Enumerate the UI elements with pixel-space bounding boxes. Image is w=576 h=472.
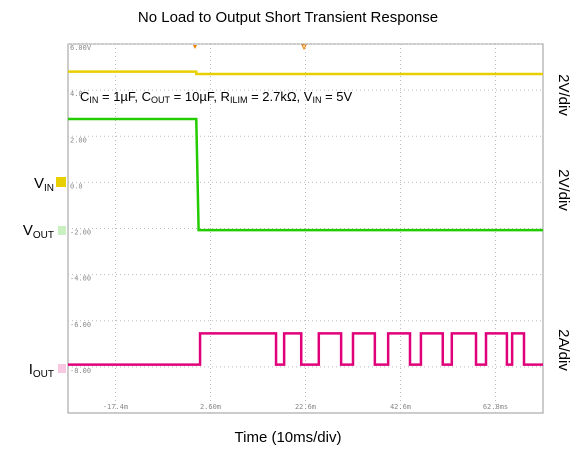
scale-label: 2V/div	[555, 169, 572, 211]
annotation-part: C	[80, 89, 89, 104]
channel-marker	[58, 226, 66, 235]
channel-label: IOUT	[29, 361, 54, 380]
x-axis-label: Time (10ms/div)	[235, 429, 342, 446]
annotation-part: = 1µF, C	[98, 89, 151, 104]
scale-label: 2A/div	[555, 329, 572, 371]
x-tick-label: -17.4m	[103, 403, 128, 411]
scale-label: 2V/div	[555, 74, 572, 116]
trace	[68, 117, 543, 232]
trace	[68, 332, 543, 366]
trigger-marker	[193, 45, 197, 49]
x-tick-label: 62.8ms	[483, 403, 508, 411]
annotation-part: OUT	[151, 95, 171, 105]
y-tick-label: -6.00	[70, 321, 91, 329]
trigger-marker	[301, 44, 307, 51]
annotation-part: = 10µF, R	[170, 89, 230, 104]
annotation-part: IN	[312, 95, 321, 105]
y-tick-label: 4.0	[70, 90, 83, 98]
y-tick-label: 2.00	[70, 136, 87, 144]
x-tick-label: 42.6m	[390, 403, 411, 411]
y-tick-label: 0.0	[70, 182, 83, 190]
trace	[68, 70, 543, 76]
annotation: CIN = 1µF, COUT = 10µF, RILIM = 2.7kΩ, V…	[80, 89, 352, 105]
channel-label: VOUT	[23, 222, 54, 241]
annotation-part: ILIM	[230, 95, 248, 105]
channel-label-sub: OUT	[33, 369, 54, 380]
y-tick-label: 6.00V	[70, 44, 92, 52]
chart-title: No Load to Output Short Transient Respon…	[138, 9, 438, 26]
channel-marker	[56, 177, 66, 187]
channel-marker	[58, 364, 66, 373]
y-tick-label: -4.00	[70, 275, 91, 283]
channel-label: VIN	[34, 175, 54, 194]
y-tick-label: -2.00	[70, 229, 91, 237]
annotation-part: = 2.7kΩ, V	[247, 89, 312, 104]
x-tick-label: 22.6m	[295, 403, 316, 411]
annotation-part: = 5V	[321, 89, 352, 104]
channel-label-sub: IN	[44, 183, 54, 194]
channel-label-sub: OUT	[33, 230, 54, 241]
x-tick-label: 2.60m	[200, 403, 221, 411]
annotation-part: IN	[89, 95, 98, 105]
channel-label-main: V	[34, 175, 44, 192]
channel-label-main: V	[23, 222, 33, 239]
channel-label-main: I	[29, 361, 33, 378]
y-tick-label: -8.00	[70, 367, 91, 375]
